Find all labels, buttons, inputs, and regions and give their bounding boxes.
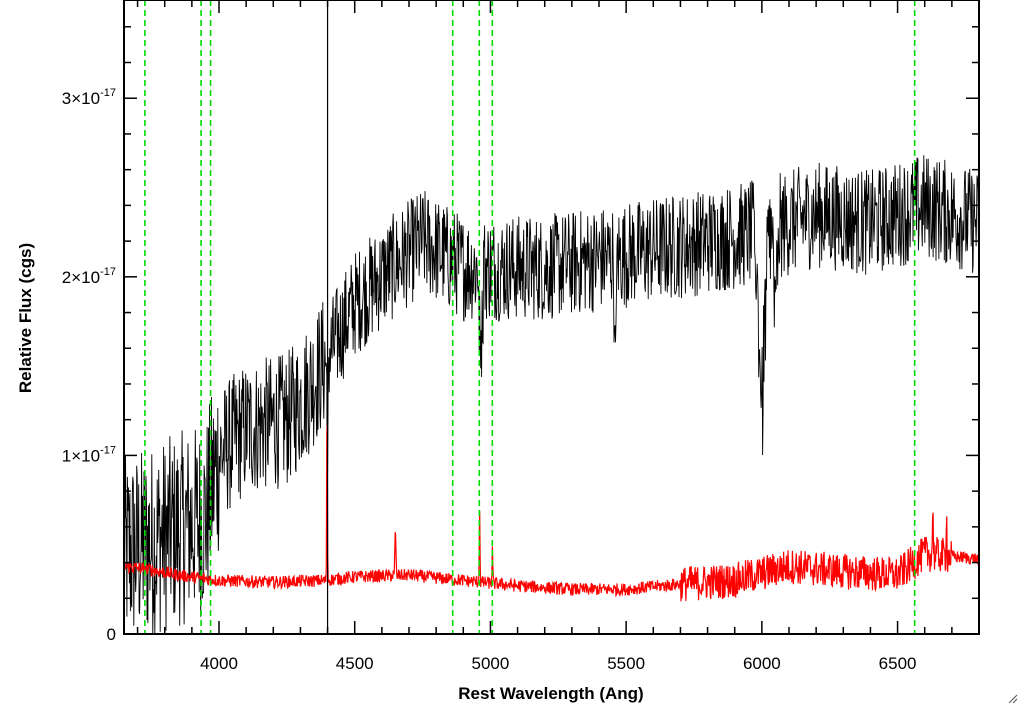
series-line-model (123, 425, 980, 602)
plot-border (123, 0, 980, 635)
y-axis-title: Relative Flux (cgs) (16, 243, 35, 393)
x-tick-label: 5000 (472, 654, 510, 673)
x-tick-label: 4000 (200, 654, 238, 673)
y-tick-label: 3×10-17 (62, 87, 116, 108)
x-tick-label: 4500 (336, 654, 374, 673)
x-tick-label: 5500 (607, 654, 645, 673)
y-tick-label: 0 (107, 625, 116, 644)
x-tick-label: 6000 (743, 654, 781, 673)
resize-grip-icon[interactable] (1006, 692, 1018, 704)
y-tick-label: 2×10-17 (62, 266, 116, 287)
x-axis-title: Rest Wavelength (Ang) (458, 684, 643, 703)
y-tick-labels: 0 1×10-17 2×10-17 3×10-17 (62, 87, 116, 644)
plot-frame (123, 0, 980, 635)
y-tick-label: 1×10-17 (62, 444, 116, 465)
x-tick-labels: 4000 4500 5000 5500 6000 6500 (200, 654, 916, 673)
plot-layer (123, 0, 980, 635)
axis-ticks (124, 0, 980, 635)
x-tick-label: 6500 (879, 654, 917, 673)
series-line-observed (123, 155, 979, 635)
